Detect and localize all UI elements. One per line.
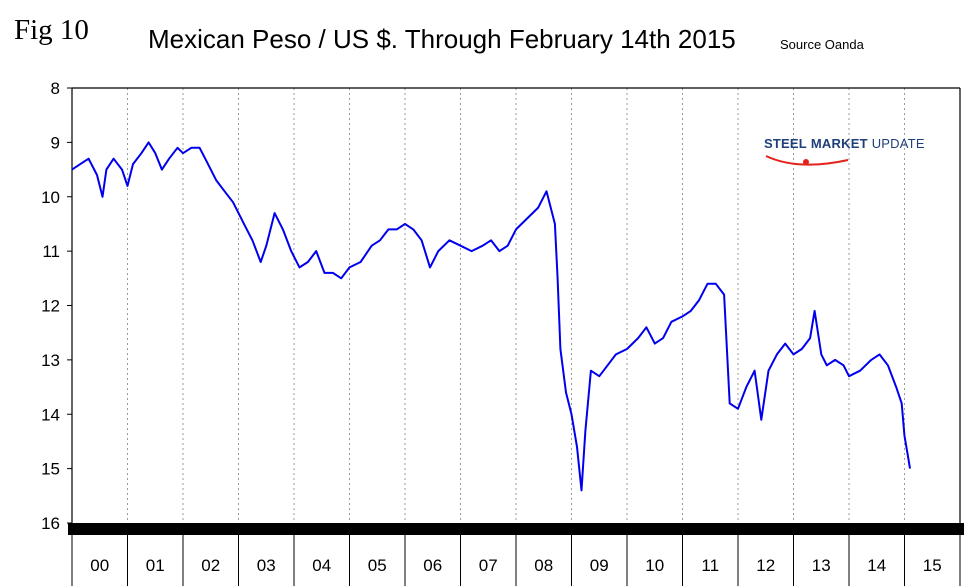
x-tick-label: 08 bbox=[534, 556, 553, 575]
y-tick-label: 10 bbox=[41, 188, 60, 207]
x-tick-label: 02 bbox=[201, 556, 220, 575]
x-axis-band bbox=[68, 523, 964, 535]
x-tick-label: 14 bbox=[867, 556, 886, 575]
x-tick-label: 01 bbox=[146, 556, 165, 575]
y-tick-label: 15 bbox=[41, 460, 60, 479]
logo-text: STEEL MARKET UPDATE bbox=[764, 136, 925, 151]
x-tick-label: 10 bbox=[645, 556, 664, 575]
x-tick-label: 13 bbox=[812, 556, 831, 575]
y-tick-label: 9 bbox=[51, 133, 60, 152]
figure-label: Fig 10 bbox=[14, 14, 89, 46]
x-tick-label: 09 bbox=[590, 556, 609, 575]
y-tick-label: 14 bbox=[41, 405, 60, 424]
x-tick-label: 12 bbox=[756, 556, 775, 575]
series-line-peso-usd bbox=[71, 141, 911, 492]
y-tick-label: 8 bbox=[51, 79, 60, 98]
steel-market-update-logo: STEEL MARKET UPDATE bbox=[758, 127, 928, 171]
x-tick-label: 15 bbox=[923, 556, 942, 575]
x-tick-label: 04 bbox=[312, 556, 331, 575]
logo-word-market: MARKET bbox=[810, 136, 868, 151]
chart-title: Mexican Peso / US $. Through February 14… bbox=[148, 24, 736, 54]
logo-word-update: UPDATE bbox=[871, 136, 925, 151]
y-tick-label: 16 bbox=[41, 514, 60, 533]
y-tick-label: 11 bbox=[42, 242, 60, 261]
y-tick-label: 13 bbox=[41, 351, 60, 370]
logo-word-steel: STEEL bbox=[764, 136, 807, 151]
x-tick-label: 00 bbox=[90, 556, 109, 575]
source-label: Source Oanda bbox=[780, 37, 864, 52]
x-tick-label: 11 bbox=[701, 556, 719, 575]
x-tick-label: 03 bbox=[257, 556, 276, 575]
x-tick-label: 05 bbox=[368, 556, 387, 575]
x-tick-label: 07 bbox=[479, 556, 498, 575]
y-tick-label: 12 bbox=[41, 297, 60, 316]
x-tick-label: 06 bbox=[423, 556, 442, 575]
logo-swoosh-icon bbox=[765, 155, 849, 166]
